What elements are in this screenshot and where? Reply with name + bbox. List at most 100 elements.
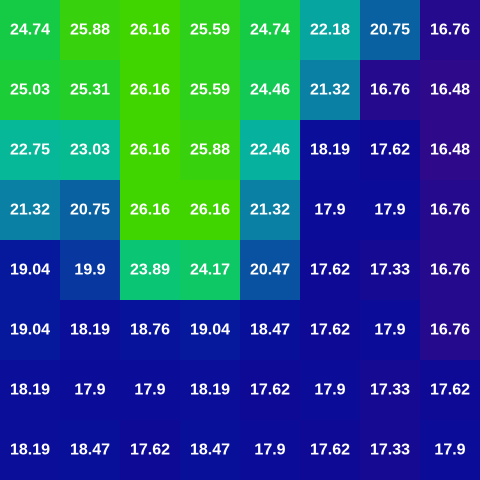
heatmap-cell — [420, 300, 480, 360]
cell-value-label: 19.04 — [190, 322, 230, 339]
cell-value-label: 16.48 — [430, 142, 470, 159]
cell-value-label: 19.9 — [74, 262, 105, 279]
cell-value-label: 24.17 — [190, 262, 230, 279]
heatmap-cell — [120, 240, 180, 300]
cell-value-label: 26.16 — [190, 202, 230, 219]
cell-value-label: 26.16 — [130, 82, 170, 99]
heatmap-cell — [180, 420, 240, 480]
heatmap-cell — [300, 240, 360, 300]
heatmap-cell — [360, 300, 420, 360]
heatmap-cell — [60, 240, 120, 300]
heatmap-cell — [60, 120, 120, 180]
heatmap-cell — [240, 180, 300, 240]
cell-value-label: 24.46 — [250, 82, 290, 99]
cell-value-label: 17.62 — [250, 382, 290, 399]
heatmap-cell — [60, 300, 120, 360]
heatmap-cell — [60, 0, 120, 60]
heatmap-cell — [0, 420, 60, 480]
cell-value-label: 20.75 — [70, 202, 110, 219]
cell-value-label: 26.16 — [130, 202, 170, 219]
heatmap-cell — [0, 300, 60, 360]
heatmap-cell — [180, 180, 240, 240]
heatmap-cell — [60, 60, 120, 120]
heatmap-cell — [420, 420, 480, 480]
heatmap-cell — [300, 300, 360, 360]
cell-value-label: 16.76 — [430, 202, 470, 219]
heatmap-cell — [120, 120, 180, 180]
cell-value-label: 16.48 — [430, 82, 470, 99]
heatmap-cell — [60, 360, 120, 420]
cell-value-label: 17.33 — [370, 382, 410, 399]
heatmap-cell — [360, 60, 420, 120]
heatmap-cell — [180, 360, 240, 420]
heatmap-cell — [0, 0, 60, 60]
heatmap-cell — [360, 360, 420, 420]
cell-value-label: 23.03 — [70, 142, 110, 159]
heatmap-cell — [240, 240, 300, 300]
heatmap-cell — [0, 240, 60, 300]
heatmap-cell — [180, 300, 240, 360]
cell-value-label: 17.9 — [314, 202, 345, 219]
heatmap-cell — [120, 0, 180, 60]
cell-value-label: 16.76 — [430, 322, 470, 339]
heatmap-cell — [120, 60, 180, 120]
heatmap-cell — [360, 180, 420, 240]
cell-value-label: 17.62 — [310, 442, 350, 459]
heatmap-cell — [0, 120, 60, 180]
cell-value-label: 17.62 — [310, 262, 350, 279]
heatmap-cell — [0, 180, 60, 240]
heatmap-cell — [240, 0, 300, 60]
cell-value-label: 17.9 — [74, 382, 105, 399]
cell-value-label: 17.9 — [134, 382, 165, 399]
cell-value-label: 25.59 — [190, 22, 230, 39]
cell-value-label: 21.32 — [310, 82, 350, 99]
cell-value-label: 18.19 — [190, 382, 230, 399]
cell-value-label: 23.89 — [130, 262, 170, 279]
heatmap-cell — [300, 60, 360, 120]
heatmap-cell — [240, 300, 300, 360]
heatmap-cell — [120, 180, 180, 240]
heatmap-cell — [60, 180, 120, 240]
cell-value-label: 22.75 — [10, 142, 50, 159]
heatmap-cell — [240, 420, 300, 480]
cell-value-label: 25.88 — [70, 22, 110, 39]
heatmap-cell — [120, 420, 180, 480]
cell-value-label: 21.32 — [10, 202, 50, 219]
cell-value-label: 17.9 — [314, 382, 345, 399]
cell-value-label: 17.33 — [370, 442, 410, 459]
cell-value-label: 22.18 — [310, 22, 350, 39]
cell-value-label: 17.33 — [370, 262, 410, 279]
cell-value-label: 17.62 — [310, 322, 350, 339]
cell-value-label: 20.75 — [370, 22, 410, 39]
heatmap-cell — [180, 120, 240, 180]
cell-value-label: 18.19 — [70, 322, 110, 339]
cell-value-label: 18.19 — [310, 142, 350, 159]
cell-value-label: 16.76 — [370, 82, 410, 99]
cell-value-label: 19.04 — [10, 262, 50, 279]
heatmap-cell — [0, 360, 60, 420]
heatmap-cell — [300, 120, 360, 180]
heatmap-cell — [180, 0, 240, 60]
cell-value-label: 25.03 — [10, 82, 50, 99]
heatmap-cell — [360, 0, 420, 60]
cell-value-label: 17.9 — [374, 322, 405, 339]
heatmap-cell — [240, 120, 300, 180]
cell-value-label: 22.46 — [250, 142, 290, 159]
cell-value-label: 17.9 — [254, 442, 285, 459]
cell-value-label: 16.76 — [430, 262, 470, 279]
cell-value-label: 26.16 — [130, 22, 170, 39]
cell-value-label: 26.16 — [130, 142, 170, 159]
heatmap-cell — [420, 360, 480, 420]
heatmap-cell — [420, 0, 480, 60]
cell-value-label: 17.62 — [370, 142, 410, 159]
heatmap-cell — [420, 60, 480, 120]
heatmap-cell — [300, 360, 360, 420]
heatmap-cell — [420, 120, 480, 180]
heatmap-cell — [240, 60, 300, 120]
cell-value-label: 24.74 — [250, 22, 290, 39]
cell-value-label: 18.19 — [10, 442, 50, 459]
heatmap-cell — [300, 420, 360, 480]
heatmap-cell — [0, 60, 60, 120]
